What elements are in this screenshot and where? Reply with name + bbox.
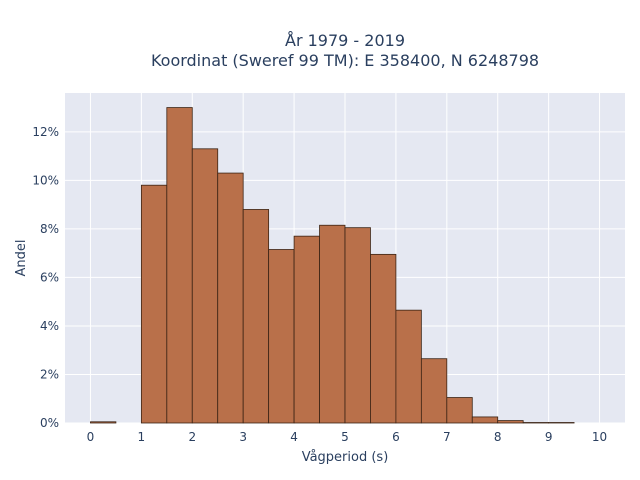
chart-title-line1: År 1979 - 2019 — [285, 31, 405, 50]
x-tick-label-7: 7 — [443, 430, 451, 444]
histogram-bar-2 — [140, 184, 168, 424]
x-tick-label-9: 9 — [545, 430, 553, 444]
bars — [90, 107, 575, 424]
histogram-bar-9 — [319, 224, 346, 424]
histogram-bar-3 — [166, 107, 193, 424]
histogram-bar-14 — [446, 397, 473, 424]
histogram-bar-0 — [90, 421, 117, 424]
histogram-bar-16 — [497, 420, 524, 424]
histogram-bar-13 — [420, 358, 448, 424]
x-tick-label-10: 10 — [592, 430, 607, 444]
y-axis-title: Andel — [14, 240, 29, 277]
histogram-bar-6 — [242, 209, 270, 424]
chart-title-line2: Koordinat (Sweref 99 TM): E 358400, N 62… — [151, 51, 539, 70]
x-tick-label-4: 4 — [290, 430, 298, 444]
histogram-bar-12 — [395, 309, 422, 424]
y-tick-label-5: 10% — [32, 173, 59, 187]
y-axis-ticks: 0% 2% 4% 6% 8% 10% 12% — [32, 125, 59, 430]
y-tick-label-3: 6% — [40, 270, 59, 284]
y-tick-label-0: 0% — [40, 416, 59, 430]
histogram-bar-5 — [217, 172, 244, 424]
x-axis-title: Vågperiod (s) — [302, 450, 389, 465]
x-tick-label-1: 1 — [138, 430, 146, 444]
x-tick-label-0: 0 — [87, 430, 95, 444]
x-tick-label-2: 2 — [188, 430, 196, 444]
y-tick-label-1: 2% — [40, 367, 59, 381]
x-tick-label-8: 8 — [494, 430, 502, 444]
y-tick-label-6: 12% — [32, 125, 59, 139]
x-tick-label-6: 6 — [392, 430, 400, 444]
y-tick-label-2: 4% — [40, 319, 59, 333]
histogram-bar-10 — [344, 227, 371, 424]
histogram-bar-4 — [191, 148, 219, 424]
x-tick-label-3: 3 — [239, 430, 247, 444]
histogram-bar-7 — [268, 249, 295, 424]
x-tick-label-5: 5 — [341, 430, 349, 444]
x-axis-ticks: 0 1 2 3 4 5 6 7 8 9 10 — [87, 430, 608, 444]
histogram-bar-8 — [293, 235, 320, 424]
y-tick-label-4: 8% — [40, 222, 59, 236]
histogram-bar-11 — [370, 253, 397, 424]
histogram-bar-15 — [471, 416, 499, 424]
